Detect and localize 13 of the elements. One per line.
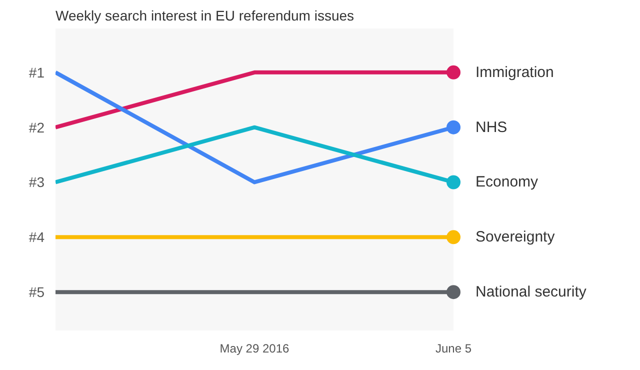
y-tick-label: #3	[28, 174, 45, 190]
x-tick-label: June 5	[435, 342, 472, 356]
series-label: NHS	[476, 118, 508, 136]
series-label: National security	[476, 284, 587, 301]
y-tick-label: #5	[28, 284, 45, 300]
y-tick-label: #1	[28, 64, 45, 80]
chart-title: Weekly search interest in EU referendum issues	[56, 8, 354, 24]
series-label: Sovereignty	[476, 228, 556, 246]
series-label: Economy	[476, 174, 539, 191]
y-tick-label: #2	[28, 119, 45, 136]
y-tick-label: #4	[28, 229, 45, 246]
series-label: Immigration	[476, 64, 554, 81]
x-tick-label: May 29 2016	[220, 342, 290, 356]
